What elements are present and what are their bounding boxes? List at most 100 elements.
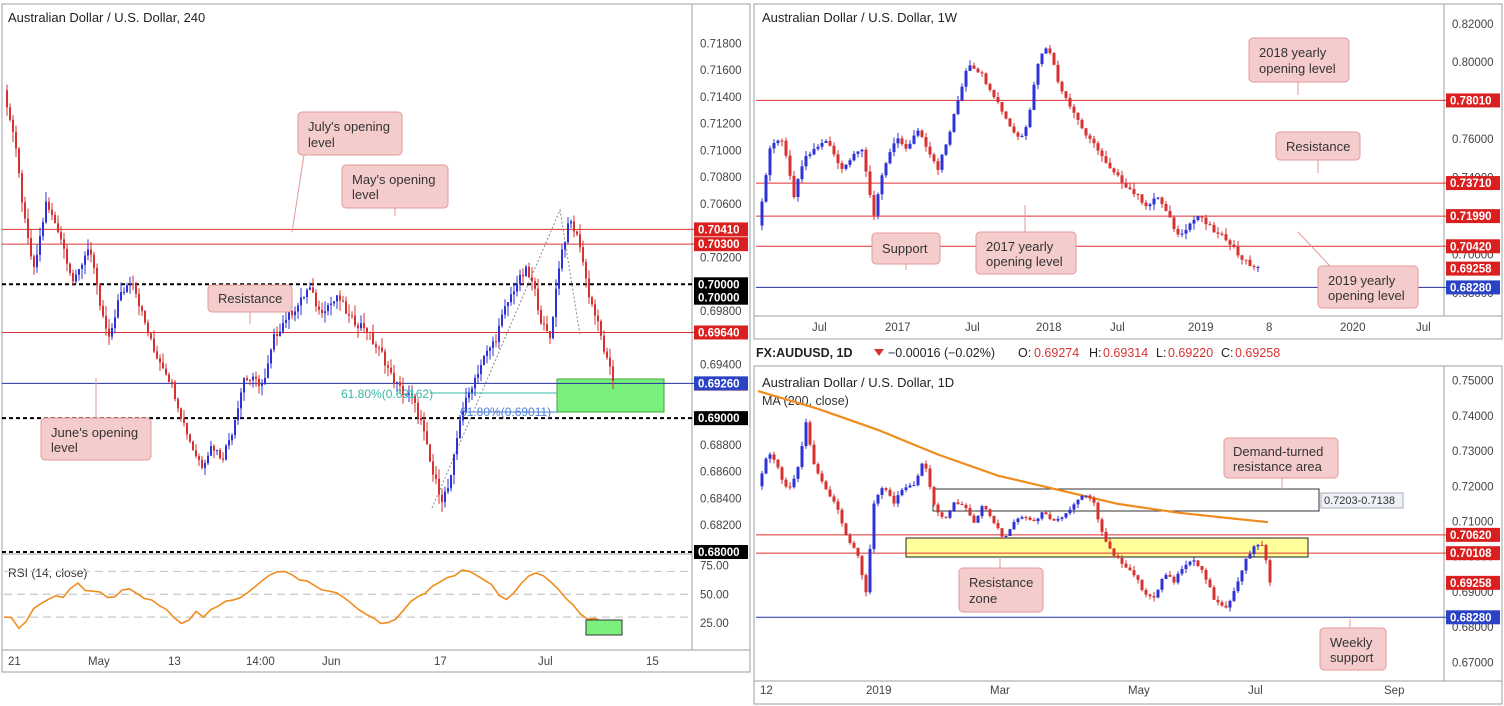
candle-body: [1160, 578, 1164, 590]
candle-body: [108, 328, 110, 337]
h4-panel[interactable]: Australian Dollar / U.S. Dollar, 240 0.7…: [1, 3, 751, 673]
candle-body: [1188, 561, 1192, 565]
candle-body: [836, 154, 840, 164]
daily-panel[interactable]: Australian Dollar / U.S. Dollar, 1D MA (…: [753, 365, 1503, 705]
candle-body: [1196, 216, 1200, 220]
candle-body: [844, 523, 848, 535]
candle-body: [908, 485, 912, 488]
candle-body: [892, 495, 896, 504]
candle-body: [1112, 548, 1116, 556]
candle-body: [510, 294, 512, 303]
price-tag-label: 0.73710: [1450, 178, 1492, 190]
candle-body: [844, 164, 848, 169]
candle-body: [18, 148, 20, 174]
candle-body: [561, 249, 563, 269]
candle-body: [534, 281, 536, 289]
candle-body: [156, 351, 158, 359]
candle-body: [30, 238, 32, 257]
h4-candles: [6, 84, 614, 512]
candle-body: [872, 503, 876, 550]
candle-body: [1104, 531, 1108, 542]
x-tick-label: 2020: [1340, 322, 1366, 334]
y-tick-label: 0.72000: [1452, 481, 1494, 493]
price-tag: [694, 376, 748, 391]
candle-body: [796, 467, 800, 479]
candle-body: [240, 392, 242, 409]
candle-body: [824, 141, 828, 144]
candle-body: [132, 283, 134, 285]
candle-body: [435, 474, 437, 479]
weekly-panel[interactable]: Australian Dollar / U.S. Dollar, 1W 0.82…: [753, 3, 1503, 340]
price-tag-label: 0.69258: [1450, 578, 1492, 590]
candle-body: [480, 365, 482, 375]
candle-body: [159, 358, 161, 363]
candle-body: [812, 444, 816, 465]
price-tag: [1446, 610, 1500, 625]
candle-body: [366, 328, 368, 332]
x-tick-label: 8: [1266, 322, 1272, 334]
callout-junes-opening-level: June's opening level: [40, 378, 152, 461]
candle-body: [1000, 102, 1004, 112]
candle-body: [1024, 517, 1028, 519]
candle-body: [105, 316, 107, 329]
callout-resistance-zone: Resistance zone: [958, 557, 1044, 613]
svg-text:Resistance: Resistance: [1286, 139, 1350, 154]
candle-body: [832, 145, 836, 155]
candle-body: [375, 344, 377, 348]
candle-body: [976, 68, 980, 73]
price-tag: [694, 411, 748, 426]
candle-body: [495, 341, 497, 343]
candle-body: [900, 489, 904, 496]
candle-body: [980, 72, 984, 74]
callout-mays-opening-level: May's opening level: [341, 164, 449, 216]
candle-body: [792, 478, 796, 488]
candle-body: [1000, 528, 1004, 537]
daily-candles: [760, 418, 1272, 612]
change-down-arrow-icon: [874, 349, 884, 356]
candle-body: [960, 86, 964, 101]
candle-body: [1196, 560, 1200, 566]
candle-body: [1080, 495, 1084, 500]
y-tick-label: 0.68200: [700, 520, 742, 532]
candle-body: [48, 201, 50, 210]
candle-body: [144, 310, 146, 323]
candle-body: [804, 422, 808, 446]
candle-body: [333, 301, 335, 304]
candle-body: [45, 201, 47, 223]
candle-body: [1152, 198, 1156, 205]
candle-body: [820, 473, 824, 482]
svg-text:July's opening: July's opening: [308, 119, 390, 134]
candle-body: [528, 266, 530, 278]
candle-body: [516, 283, 518, 292]
rsi-title: RSI (14, close): [8, 566, 87, 580]
candle-body: [992, 515, 996, 524]
candle-body: [321, 309, 323, 314]
candle-body: [381, 347, 383, 352]
candle-body: [912, 485, 916, 487]
x-tick-label: 2018: [1036, 322, 1062, 334]
candle-body: [852, 542, 856, 548]
candle-body: [996, 523, 1000, 529]
candle-body: [414, 395, 416, 403]
candle-body: [808, 422, 812, 445]
price-tag-label: 0.69260: [698, 378, 740, 390]
candle-body: [1020, 135, 1024, 137]
candle-body: [429, 444, 431, 462]
candle-body: [1156, 589, 1160, 598]
candle-body: [1024, 127, 1028, 136]
candle-body: [312, 287, 314, 293]
price-tag-label: 0.70300: [698, 239, 740, 251]
candle-body: [417, 402, 419, 418]
candle-body: [1076, 112, 1080, 120]
candle-body: [852, 153, 856, 161]
candle-body: [984, 506, 988, 510]
candle-body: [1056, 518, 1060, 521]
candle-body: [1228, 240, 1232, 245]
candle-body: [198, 456, 200, 460]
candle-body: [1092, 498, 1096, 503]
candle-body: [447, 488, 449, 492]
candle-body: [1148, 204, 1152, 207]
candle-body: [1036, 518, 1040, 522]
candle-body: [904, 144, 908, 149]
x-tick-label: Jul: [538, 656, 553, 668]
